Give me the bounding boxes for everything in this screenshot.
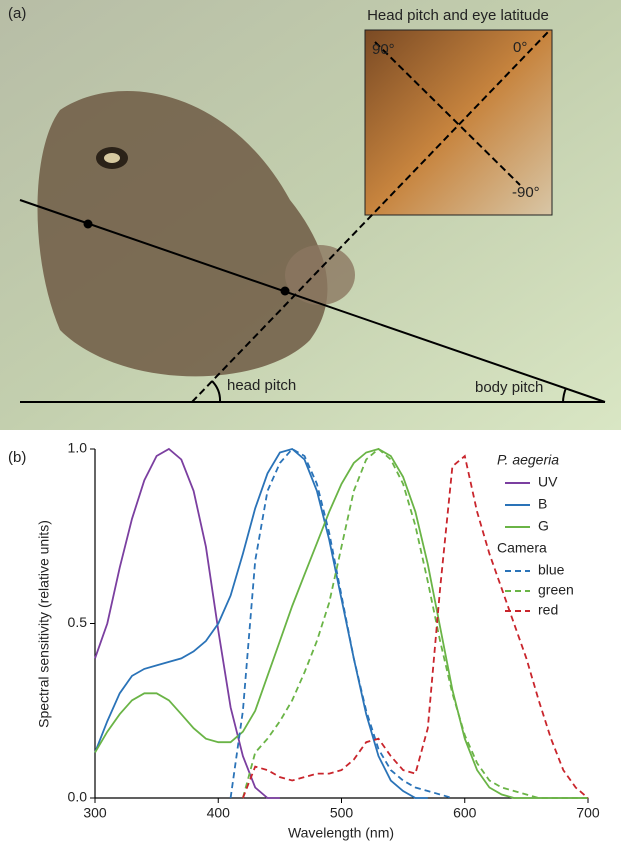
figure: (a) Head pitch and eye latitude 90° 0° -… bbox=[0, 0, 621, 849]
legend-title: P. aegeria bbox=[497, 452, 559, 468]
angle-label: head pitch bbox=[227, 377, 296, 394]
y-tick-label: 0.0 bbox=[68, 789, 88, 805]
x-tick-label: 300 bbox=[83, 805, 107, 821]
y-tick-label: 0.5 bbox=[68, 614, 88, 630]
legend-label: red bbox=[538, 602, 558, 618]
x-tick-label: 400 bbox=[207, 805, 231, 821]
panel-label: (b) bbox=[8, 449, 26, 466]
series-line bbox=[243, 449, 588, 798]
legend-label: G bbox=[538, 518, 549, 534]
angle-label: body pitch bbox=[475, 379, 543, 396]
legend-label: blue bbox=[538, 562, 565, 578]
x-tick-label: 700 bbox=[576, 805, 600, 821]
angle-label: 90° bbox=[372, 41, 395, 58]
series-line bbox=[231, 449, 453, 798]
series-line bbox=[95, 449, 588, 798]
point bbox=[84, 220, 93, 229]
point bbox=[281, 287, 290, 296]
angle-label: -90° bbox=[512, 184, 540, 201]
series-line bbox=[243, 456, 588, 798]
x-axis-label: Wavelength (nm) bbox=[288, 825, 394, 841]
panel-label: (a) bbox=[8, 5, 26, 22]
legend-label: B bbox=[538, 496, 547, 512]
series-line bbox=[95, 449, 280, 798]
y-tick-label: 1.0 bbox=[68, 440, 88, 456]
eyespot bbox=[104, 153, 120, 163]
angle-label: 0° bbox=[513, 39, 527, 56]
x-tick-label: 600 bbox=[453, 805, 477, 821]
legend-title: Camera bbox=[497, 540, 547, 556]
photo-panel: (a) Head pitch and eye latitude 90° 0° -… bbox=[0, 0, 621, 430]
chart: (b) Wavelength (nm) Spectral sensitivity… bbox=[8, 440, 600, 841]
x-tick-label: 500 bbox=[330, 805, 354, 821]
y-axis-label: Spectral sensitivity (relative units) bbox=[36, 520, 52, 728]
legend-label: UV bbox=[538, 474, 558, 490]
legend-label: green bbox=[538, 582, 574, 598]
inset-title: Head pitch and eye latitude bbox=[367, 7, 549, 24]
